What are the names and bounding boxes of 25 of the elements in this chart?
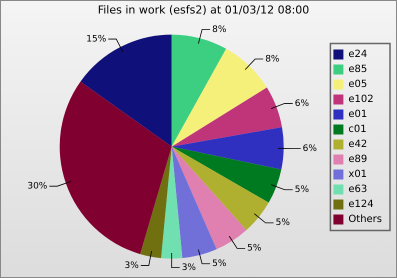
legend-label: e01 xyxy=(348,109,368,120)
data-label: 5% xyxy=(247,244,262,254)
legend-label: e124 xyxy=(348,199,374,210)
legend-label: e42 xyxy=(348,139,368,150)
data-label: 30% xyxy=(27,182,48,192)
legend-label: e05 xyxy=(348,79,368,90)
data-label: 6% xyxy=(294,98,310,109)
data-label: 3% xyxy=(124,260,140,271)
legend-label: e24 xyxy=(348,49,368,60)
legend-label: c01 xyxy=(348,124,367,136)
data-label: 8% xyxy=(265,54,280,64)
data-label: 6% xyxy=(302,144,318,154)
data-label: 8% xyxy=(212,24,227,35)
legend-label: Others xyxy=(348,214,382,226)
data-label: 3% xyxy=(182,262,196,273)
legend-label: x01 xyxy=(348,169,368,180)
chart-title: Files in work (esfs2) at 01/03/12 08:00 xyxy=(98,3,310,16)
legend-label: e89 xyxy=(348,154,368,166)
data-label: 5% xyxy=(294,185,310,196)
legend-label: e85 xyxy=(348,64,368,76)
legend-label: e63 xyxy=(348,184,368,196)
data-label: 5% xyxy=(212,259,227,270)
data-label: 5% xyxy=(276,218,290,228)
data-label: 15% xyxy=(86,34,107,44)
legend-label: e102 xyxy=(348,94,374,106)
